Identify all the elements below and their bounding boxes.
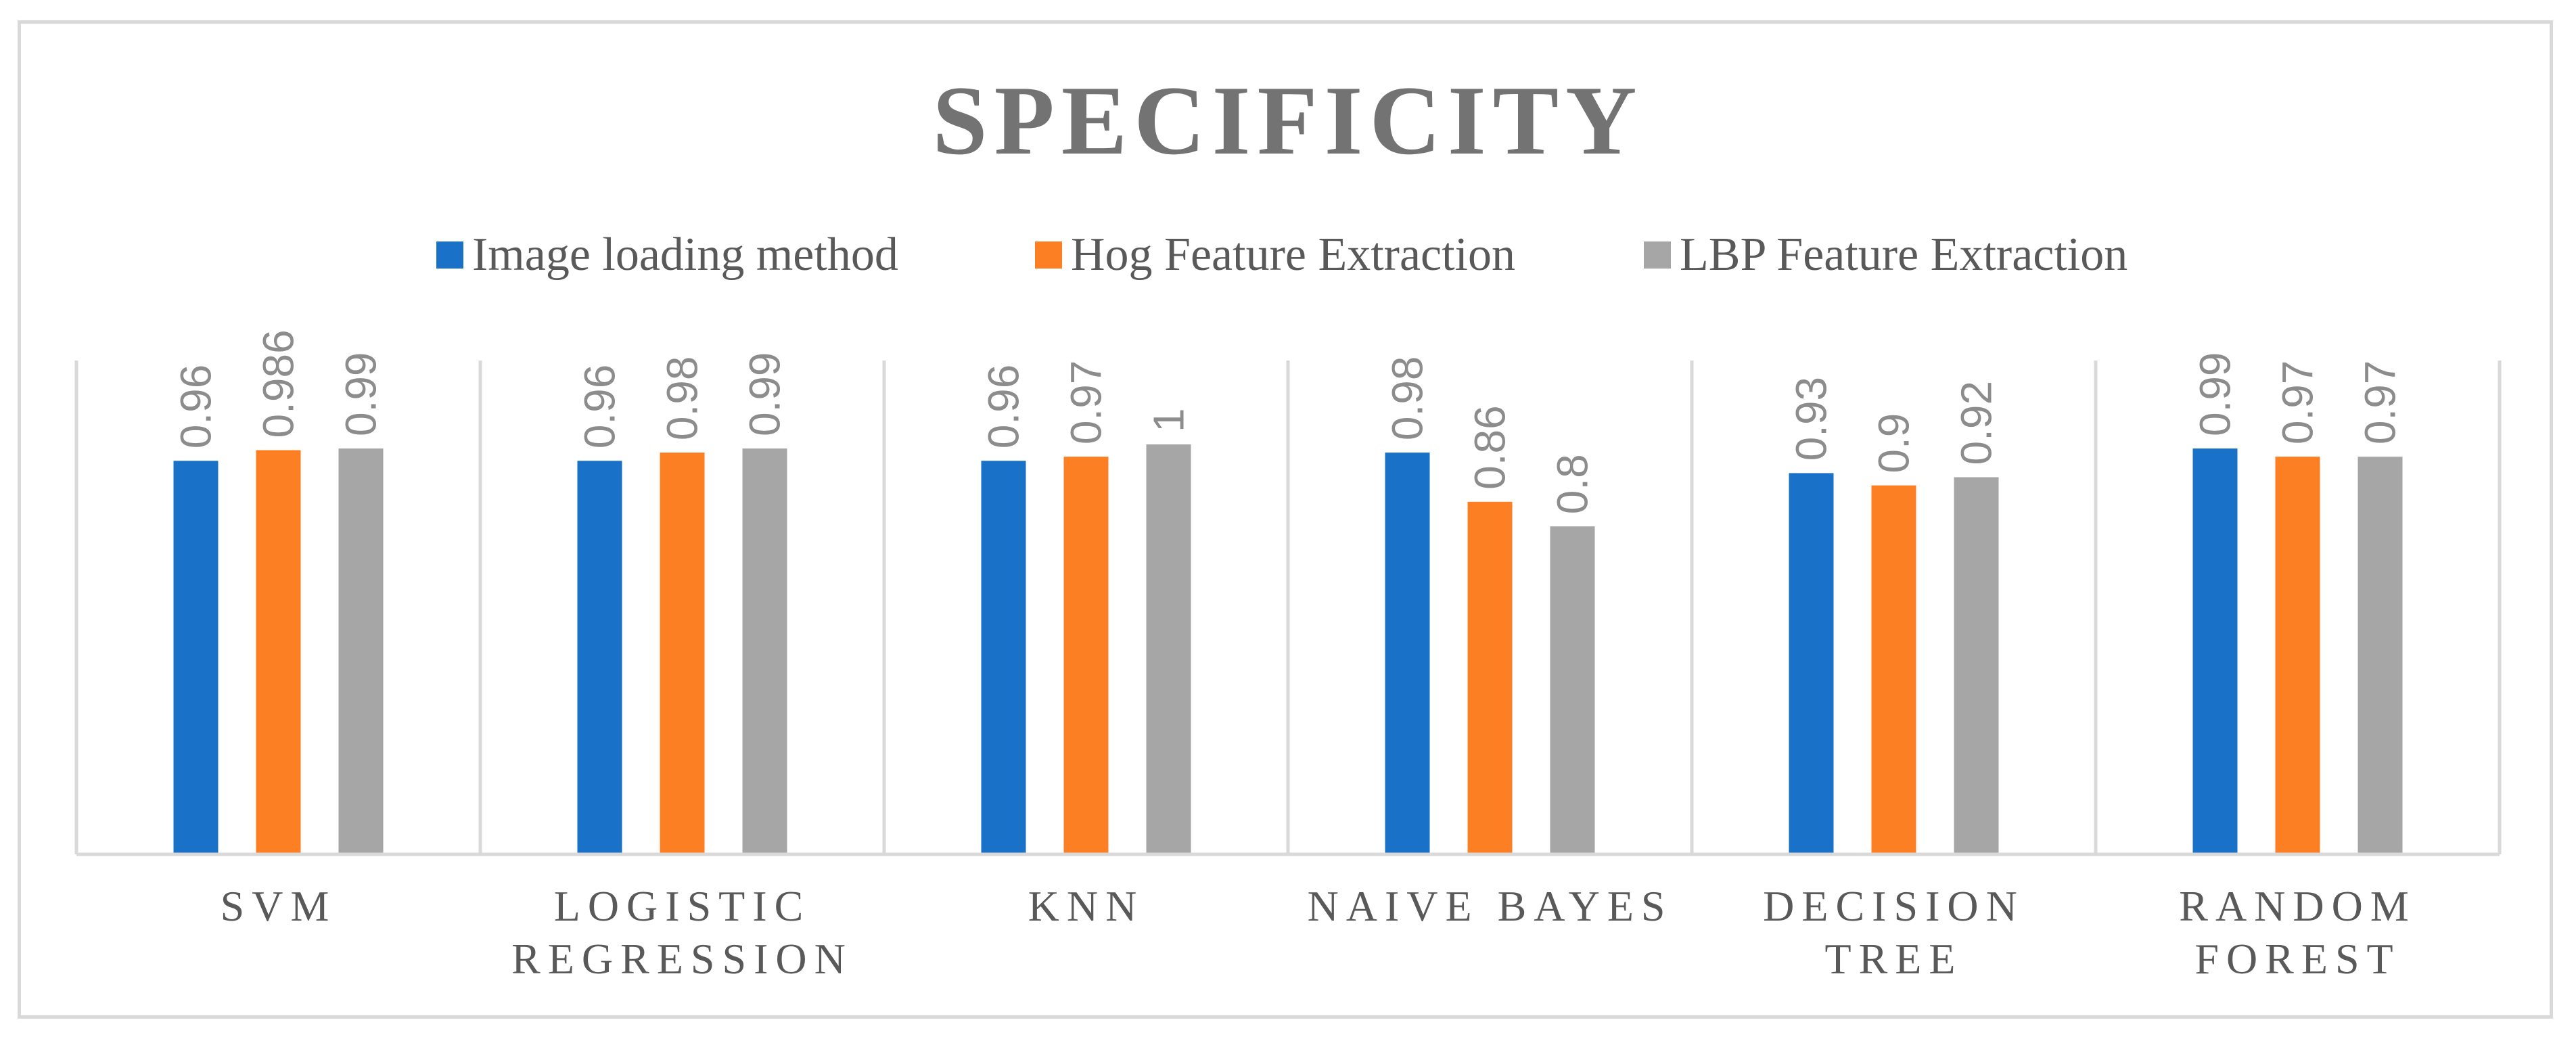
category-label-random-forest: RANDOM FOREST bbox=[2179, 882, 2416, 983]
bar-random-forest-lbp-feature-extraction bbox=[2358, 457, 2403, 854]
bar-random-forest-hog-feature-extraction bbox=[2275, 457, 2320, 854]
data-label: 0.96 bbox=[172, 365, 221, 449]
category-separators bbox=[74, 361, 2502, 854]
legend-label: Hog Feature Extraction bbox=[1071, 229, 1515, 281]
bar-naive-bayes-image-loading-method bbox=[1385, 453, 1430, 854]
data-label: 0.99 bbox=[741, 352, 789, 436]
bar-knn-hog-feature-extraction bbox=[1063, 457, 1109, 854]
bar-knn-image-loading-method bbox=[981, 461, 1026, 854]
bar-decision-tree-image-loading-method bbox=[1789, 473, 1834, 854]
data-label: 0.86 bbox=[1466, 405, 1515, 490]
category-label-line: LOGISTIC bbox=[554, 882, 811, 930]
data-label: 0.96 bbox=[980, 365, 1028, 449]
legend-swatch bbox=[1035, 241, 1062, 269]
data-labels: 0.96 0.986 0.99 0.96 0.98 0.99 0.96 0.97 1 0.98 0.… bbox=[172, 329, 2405, 514]
bar-logistic-regression-hog-feature-extraction bbox=[660, 453, 705, 854]
legend-label: LBP Feature Extraction bbox=[1680, 229, 2128, 281]
category-label-line: NAIVE BAYES bbox=[1308, 882, 1673, 930]
chart-title: SPECIFICITY bbox=[932, 66, 1643, 175]
bar-decision-tree-lbp-feature-extraction bbox=[1954, 477, 1999, 854]
legend-item-image-loading-method: Image loading method bbox=[436, 229, 898, 281]
category-label-decision-tree: DECISION TREE bbox=[1763, 882, 2025, 983]
data-label: 0.97 bbox=[2356, 361, 2405, 445]
category-label-line: KNN bbox=[1028, 882, 1145, 930]
bar-svm-lbp-feature-extraction bbox=[338, 448, 384, 854]
legend: Image loading method Hog Feature Extracti… bbox=[436, 229, 2128, 281]
category-label-line: REGRESSION bbox=[511, 935, 853, 983]
category-label-naive-bayes: NAIVE BAYES bbox=[1308, 882, 1673, 930]
legend-item-hog-feature-extraction: Hog Feature Extraction bbox=[1035, 229, 1515, 281]
data-label: 0.98 bbox=[1383, 356, 1432, 441]
category-label-knn: KNN bbox=[1028, 882, 1145, 930]
category-label-line: RANDOM bbox=[2179, 882, 2416, 930]
category-labels: SVM LOGISTIC REGRESSION KNN NAIVE BAYES DECIS… bbox=[221, 882, 2416, 983]
data-label: 0.99 bbox=[2191, 352, 2240, 436]
data-label: 0.98 bbox=[658, 356, 707, 441]
data-label: 0.99 bbox=[337, 352, 386, 436]
bar-decision-tree-hog-feature-extraction bbox=[1871, 485, 1916, 854]
legend-swatch bbox=[1644, 241, 1671, 269]
data-label: 0.8 bbox=[1548, 454, 1597, 514]
category-label-line: TREE bbox=[1825, 935, 1963, 983]
category-label-logistic-regression: LOGISTIC REGRESSION bbox=[511, 882, 853, 983]
bar-naive-bayes-lbp-feature-extraction bbox=[1550, 526, 1595, 854]
data-label: 0.92 bbox=[1952, 381, 2001, 465]
data-label: 0.97 bbox=[2274, 361, 2322, 445]
bar-knn-lbp-feature-extraction bbox=[1146, 444, 1191, 854]
bar-random-forest-image-loading-method bbox=[2192, 448, 2238, 854]
category-label-line: FOREST bbox=[2194, 935, 2400, 983]
data-label: 0.97 bbox=[1062, 361, 1111, 445]
bar-naive-bayes-hog-feature-extraction bbox=[1467, 501, 1513, 854]
bars bbox=[173, 444, 2403, 854]
category-label-svm: SVM bbox=[221, 882, 337, 930]
bar-logistic-regression-image-loading-method bbox=[577, 461, 622, 854]
legend-item-lbp-feature-extraction: LBP Feature Extraction bbox=[1644, 229, 2128, 281]
bar-svm-image-loading-method bbox=[173, 461, 218, 854]
bar-logistic-regression-lbp-feature-extraction bbox=[742, 448, 787, 854]
category-label-line: DECISION bbox=[1763, 882, 2025, 930]
bar-svm-hog-feature-extraction bbox=[256, 450, 301, 854]
data-label: 0.96 bbox=[576, 365, 624, 449]
data-label: 0.93 bbox=[1787, 377, 1836, 461]
chart-frame bbox=[18, 20, 2553, 1019]
legend-swatch bbox=[436, 241, 463, 269]
category-label-line: SVM bbox=[221, 882, 337, 930]
data-label: 0.9 bbox=[1870, 413, 1918, 473]
data-label: 0.986 bbox=[254, 329, 303, 438]
legend-label: Image loading method bbox=[472, 229, 898, 281]
data-label: 1 bbox=[1145, 408, 1193, 432]
